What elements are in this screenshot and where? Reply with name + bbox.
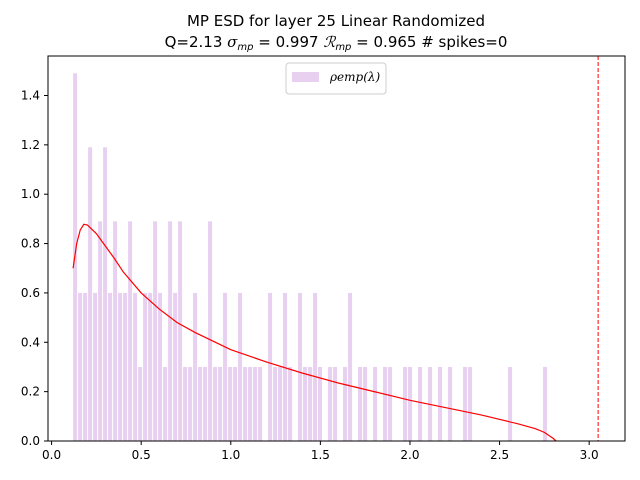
histogram-bar — [343, 366, 348, 441]
legend-box — [285, 62, 387, 95]
chart-title-line1: MP ESD for layer 25 Linear Randomized — [187, 12, 485, 30]
title-q-value: Q=2.13 — [165, 33, 228, 51]
histogram-bar — [278, 366, 283, 441]
histogram-bar — [163, 366, 168, 441]
histogram-bar — [118, 292, 123, 441]
histogram-bar — [183, 366, 188, 441]
x-tick-label: 3.0 — [580, 448, 599, 462]
legend: ρemp(λ) — [285, 62, 387, 95]
y-tick-label: 0.4 — [21, 335, 40, 349]
histogram-bar — [403, 366, 408, 441]
histogram-bar — [173, 292, 178, 441]
histogram-bar — [283, 292, 288, 441]
histogram-bar — [238, 292, 243, 441]
histogram-bar — [388, 366, 393, 441]
histogram-bar — [468, 366, 473, 441]
x-tick-label: 0.0 — [42, 448, 61, 462]
histogram-bar — [88, 147, 93, 441]
histogram-bar — [138, 366, 143, 441]
histogram-bar — [308, 366, 313, 441]
histogram-bar — [273, 366, 278, 441]
histogram-bar — [508, 366, 513, 441]
histogram-bar — [448, 366, 453, 441]
plot-frame — [47, 55, 626, 442]
histogram-bar — [463, 366, 468, 441]
histogram-bar — [373, 366, 378, 441]
histogram-bar — [213, 366, 218, 441]
histogram-bar — [208, 221, 213, 441]
histogram-bar — [243, 366, 248, 441]
histogram-bar — [348, 292, 353, 441]
histogram-bar — [128, 221, 133, 441]
histogram-bar — [288, 366, 293, 441]
x-tick-label: 2.5 — [490, 448, 509, 462]
y-axis-ticks: 0.0 0.2 0.4 0.6 0.8 1.0 1.2 1.4 — [21, 88, 48, 448]
histogram-bar — [78, 292, 83, 441]
histogram-bar — [218, 366, 223, 441]
legend-label: ρemp(λ) — [329, 70, 381, 84]
x-tick-label: 1.5 — [311, 448, 330, 462]
histogram-bar — [143, 292, 148, 441]
histogram-bar — [158, 292, 163, 441]
histogram-bar — [113, 221, 118, 441]
histogram-bar — [178, 221, 183, 441]
histogram-bar — [543, 366, 548, 441]
y-tick-label: 1.0 — [21, 187, 40, 201]
histogram-bar — [153, 221, 158, 441]
histogram-bar — [168, 221, 173, 441]
x-tick-label: 1.0 — [221, 448, 240, 462]
x-tick-label: 2.0 — [400, 448, 419, 462]
histogram-bar — [313, 292, 318, 441]
histogram-bar — [133, 292, 138, 441]
y-tick-label: 1.2 — [21, 138, 40, 152]
histogram-bar — [148, 292, 153, 441]
histogram-bar — [193, 292, 198, 441]
histogram-bar — [123, 292, 128, 441]
histogram-bar — [328, 366, 333, 441]
histogram-bar — [253, 366, 258, 441]
chart-title: MP ESD for layer 25 Linear Randomized Q=… — [165, 12, 508, 53]
histogram-bar — [418, 366, 423, 441]
y-tick-label: 0.8 — [21, 237, 40, 251]
histogram-bar — [188, 366, 193, 441]
histogram-bar — [363, 366, 368, 441]
y-tick-label: 0.6 — [21, 286, 40, 300]
histogram-bar — [108, 292, 113, 441]
histogram-bar — [303, 366, 308, 441]
histogram-bars — [73, 73, 548, 441]
y-tick-label: 1.4 — [21, 88, 40, 102]
histogram-bar — [298, 292, 303, 441]
histogram-bar — [198, 366, 203, 441]
histogram-bar — [98, 221, 103, 441]
histogram-bar — [258, 366, 263, 441]
histogram-bar — [228, 366, 233, 441]
histogram-bar — [383, 366, 388, 441]
x-axis-ticks: 0.0 0.5 1.0 1.5 2.0 2.5 3.0 — [42, 441, 599, 462]
mp-curve-line — [72, 223, 557, 442]
histogram-bar — [438, 366, 443, 441]
histogram-bar — [408, 366, 413, 441]
histogram-bar — [268, 292, 273, 441]
y-tick-label: 0.0 — [21, 434, 40, 448]
mp-curve-group — [72, 223, 557, 442]
y-tick-label: 0.2 — [21, 385, 40, 399]
histogram-bar — [358, 366, 363, 441]
histogram-bar — [203, 366, 208, 441]
histogram-bar — [248, 366, 253, 441]
histogram-bar — [333, 366, 338, 441]
legend-swatch — [292, 72, 319, 82]
histogram-bar — [233, 366, 238, 441]
x-tick-label: 0.5 — [132, 448, 151, 462]
histogram-bar — [103, 147, 108, 441]
histogram-bar — [83, 292, 88, 441]
histogram-bar — [223, 292, 228, 441]
chart-title-line2: Q=2.13 σmp = 0.997 ℛmp = 0.965 # spikes=… — [165, 33, 508, 53]
histogram-bar — [93, 292, 98, 441]
histogram-bar — [318, 366, 323, 441]
